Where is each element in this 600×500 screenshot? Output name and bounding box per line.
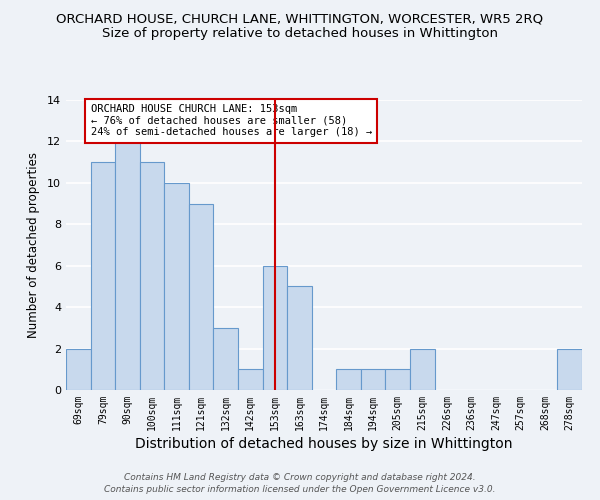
Text: Contains public sector information licensed under the Open Government Licence v3: Contains public sector information licen… — [104, 485, 496, 494]
Bar — [557, 348, 582, 390]
Bar — [287, 286, 312, 390]
Bar — [66, 348, 91, 390]
Y-axis label: Number of detached properties: Number of detached properties — [27, 152, 40, 338]
Bar — [336, 370, 361, 390]
X-axis label: Distribution of detached houses by size in Whittington: Distribution of detached houses by size … — [135, 437, 513, 451]
Text: ORCHARD HOUSE CHURCH LANE: 153sqm
← 76% of detached houses are smaller (58)
24% : ORCHARD HOUSE CHURCH LANE: 153sqm ← 76% … — [91, 104, 372, 138]
Text: Size of property relative to detached houses in Whittington: Size of property relative to detached ho… — [102, 28, 498, 40]
Bar — [385, 370, 410, 390]
Bar — [91, 162, 115, 390]
Bar — [140, 162, 164, 390]
Bar — [115, 142, 140, 390]
Bar — [361, 370, 385, 390]
Text: ORCHARD HOUSE, CHURCH LANE, WHITTINGTON, WORCESTER, WR5 2RQ: ORCHARD HOUSE, CHURCH LANE, WHITTINGTON,… — [56, 12, 544, 26]
Bar — [214, 328, 238, 390]
Bar — [263, 266, 287, 390]
Bar — [238, 370, 263, 390]
Bar — [410, 348, 434, 390]
Bar — [164, 183, 189, 390]
Text: Contains HM Land Registry data © Crown copyright and database right 2024.: Contains HM Land Registry data © Crown c… — [124, 472, 476, 482]
Bar — [189, 204, 214, 390]
